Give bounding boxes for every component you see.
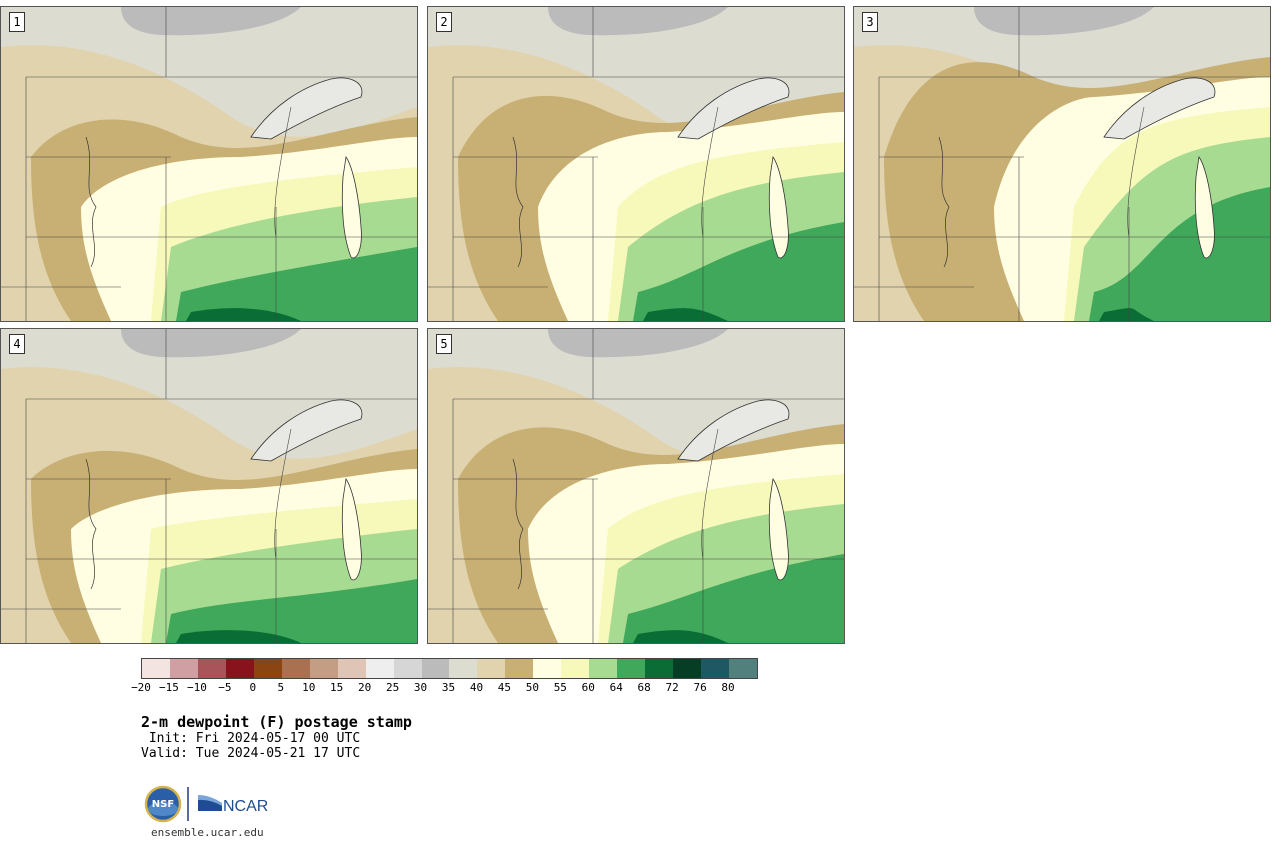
- ncar-logo-text: NCAR: [223, 798, 268, 815]
- nsf-ncar-logo: NSF NCAR: [144, 785, 268, 823]
- colorbar-ticks: −20 −15 −10 −5 0 5 10 15 20 25 30 35 40 45 50 55 60 64 68 7…: [131, 681, 756, 695]
- colorbar-tick-label: 0: [249, 681, 257, 694]
- colorbar-tick-label: 30: [413, 681, 428, 694]
- state-borders: [1, 329, 417, 643]
- lake-michigan: [768, 477, 789, 581]
- colorbar-tick-label: 15: [330, 681, 344, 694]
- init-time: Init: Fri 2024-05-17 00 UTC: [141, 731, 361, 746]
- colorbar-tick-label: −5: [218, 681, 232, 694]
- colorbar-tick-label: 68: [637, 681, 651, 694]
- green-field: [176, 247, 417, 321]
- colorbar-swatch: [673, 659, 702, 678]
- state-borders: [854, 7, 1270, 321]
- colorbar-swatch: [589, 659, 618, 678]
- river-line: [938, 136, 950, 268]
- colorbar-swatch: [505, 659, 534, 678]
- colorbar-tick-label: −20: [131, 681, 151, 694]
- colorbar-swatch: [393, 659, 422, 678]
- dewpoint-map-2: [428, 7, 844, 321]
- colorbar-tick-label: −15: [159, 681, 179, 694]
- stamp-panel-1[interactable]: 1: [0, 6, 418, 322]
- lake-michigan: [768, 155, 789, 259]
- dark-green-field: [1099, 308, 1154, 321]
- stamp-panel-3[interactable]: 3: [853, 6, 1271, 322]
- lake-michigan: [1194, 155, 1215, 259]
- lake-superior: [250, 399, 363, 462]
- site-url[interactable]: ensemble.ucar.edu: [151, 826, 264, 839]
- colorbar-swatch: [225, 659, 254, 678]
- colorbar-tick-label: 35: [441, 681, 456, 694]
- colorbar-swatch: [645, 659, 674, 678]
- colorbar-tick-label: 64: [609, 681, 623, 694]
- green-field: [1089, 187, 1270, 321]
- lake-superior: [1103, 77, 1216, 140]
- dark-green-field: [176, 630, 301, 643]
- colorbar-swatch: [253, 659, 282, 678]
- river-line: [512, 136, 524, 268]
- valid-time: Valid: Tue 2024-05-21 17 UTC: [141, 746, 361, 761]
- colorbar-tick-label: 20: [358, 681, 372, 694]
- lake-superior: [677, 399, 790, 462]
- green-field: [623, 554, 844, 643]
- colorbar-tick-label: 40: [469, 681, 484, 694]
- lake-michigan: [341, 155, 362, 259]
- colorbar-swatch: [533, 659, 562, 678]
- colorbar-swatch: [421, 659, 450, 678]
- green-field: [166, 579, 417, 643]
- colorbar-swatch: [365, 659, 394, 678]
- colorbar-swatch: [337, 659, 366, 678]
- dark-green-field: [186, 308, 301, 321]
- stamp-panel-2[interactable]: 2: [427, 6, 845, 322]
- state-borders: [428, 329, 844, 643]
- panel-number-5: 5: [436, 334, 452, 354]
- panel-number-3: 3: [862, 12, 878, 32]
- colorbar-swatch: [169, 659, 198, 678]
- dewpoint-map-1: [1, 7, 417, 321]
- colorbar-tick-label: 50: [525, 681, 539, 694]
- colorbar-swatch: [729, 659, 757, 678]
- river-line: [85, 458, 97, 590]
- green-field: [633, 222, 844, 321]
- lake-superior: [250, 77, 363, 140]
- colorbar-swatch: [477, 659, 506, 678]
- river-line: [85, 136, 97, 268]
- colorbar-tick-label: 76: [693, 681, 707, 694]
- colorbar-swatch: [309, 659, 338, 678]
- lake-michigan: [341, 477, 362, 581]
- colorbar-swatch: [561, 659, 590, 678]
- colorbar-swatch: [197, 659, 226, 678]
- dewpoint-map-3: [854, 7, 1270, 321]
- colorbar-swatch: [142, 659, 170, 678]
- colorbar-swatch: [449, 659, 478, 678]
- state-borders: [428, 7, 844, 321]
- colorbar-tick-label: −10: [186, 681, 207, 694]
- panel-number-1: 1: [9, 12, 25, 32]
- dewpoint-colorbar: [141, 658, 758, 679]
- colorbar-swatch: [281, 659, 310, 678]
- dewpoint-map-4: [1, 329, 417, 643]
- colorbar-tick-label: 5: [277, 681, 285, 694]
- nsf-logo-text: NSF: [152, 799, 174, 810]
- dark-green-field: [633, 630, 728, 643]
- colorbar-tick-label: 80: [721, 681, 735, 694]
- colorbar-tick-label: 55: [553, 681, 567, 694]
- river-line: [512, 458, 524, 590]
- colorbar-tick-label: 25: [385, 681, 400, 694]
- dewpoint-map-5: [428, 329, 844, 643]
- chart-title: 2-m dewpoint (F) postage stamp: [141, 713, 412, 731]
- colorbar-swatch: [701, 659, 730, 678]
- colorbar-tick-label: 72: [665, 681, 679, 694]
- state-borders: [1, 7, 417, 321]
- dark-green-field: [643, 308, 728, 321]
- panel-number-4: 4: [9, 334, 25, 354]
- panel-number-2: 2: [436, 12, 452, 32]
- colorbar-swatch: [617, 659, 646, 678]
- colorbar-tick-label: 10: [302, 681, 316, 694]
- lake-superior: [677, 77, 790, 140]
- colorbar-tick-label: 45: [497, 681, 512, 694]
- stamp-panel-4[interactable]: 4: [0, 328, 418, 644]
- stamp-panel-5[interactable]: 5: [427, 328, 845, 644]
- colorbar-tick-label: 60: [581, 681, 595, 694]
